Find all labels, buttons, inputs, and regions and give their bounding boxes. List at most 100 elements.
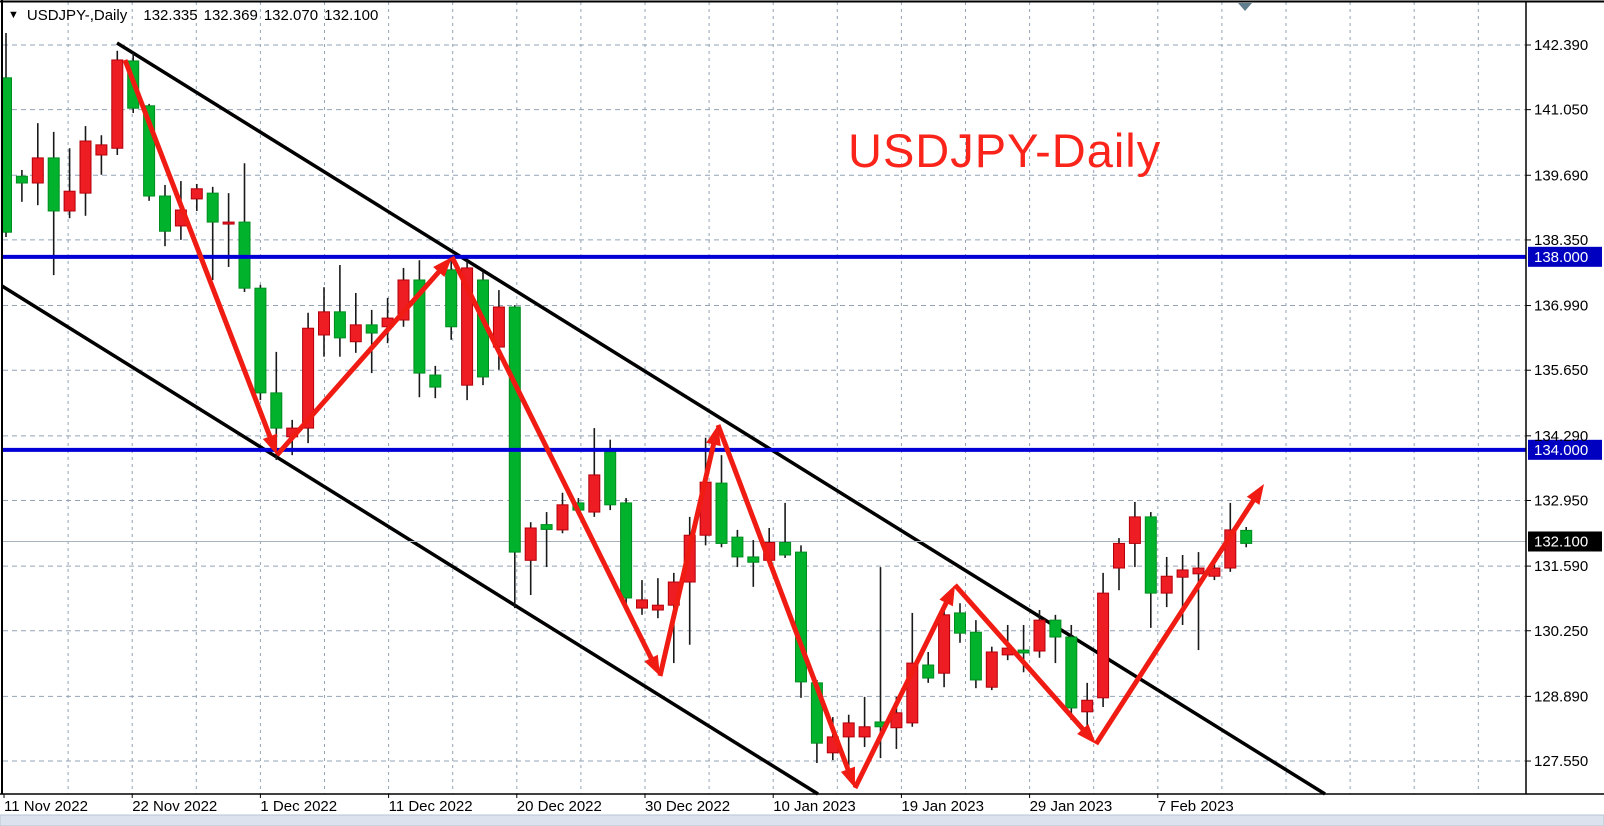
candle [922, 651, 935, 683]
candle [1097, 572, 1110, 707]
candle [954, 603, 966, 643]
channel-trendline[interactable] [116, 41, 1326, 796]
trend-arrow-line[interactable] [1093, 496, 1258, 746]
price-axis-label[interactable]: 134.290 [1534, 428, 1588, 445]
price-tag-label: 134.000 [1534, 442, 1588, 459]
candle [636, 580, 648, 615]
time-axis[interactable]: 11 Nov 2022 22 Nov 2022 1 Dec 2022 11 Dec 2… [3, 794, 1234, 815]
quote-high: 132.369 [203, 7, 258, 24]
symbol-name: USDJPY-,Daily [26, 7, 128, 24]
trend-arrow-head [706, 425, 721, 447]
trend-arrow-head [939, 585, 955, 607]
candle [508, 305, 521, 609]
trend-arrow-line[interactable] [715, 424, 852, 774]
channel-trendline[interactable] [1, 284, 819, 796]
price-tag [1528, 246, 1602, 267]
price-axis-label[interactable]: 141.050 [1534, 102, 1588, 119]
time-axis-label[interactable]: 11 Nov 2022 [4, 798, 88, 815]
candle [365, 309, 378, 374]
time-axis-label[interactable]: 29 Jan 2023 [1030, 798, 1113, 815]
candle [318, 287, 330, 357]
price-axis-label[interactable]: 130.250 [1534, 623, 1588, 640]
trend-arrow-line[interactable] [657, 440, 717, 677]
time-axis-label[interactable]: 7 Feb 2023 [1158, 798, 1234, 815]
time-axis-label[interactable]: 11 Dec 2022 [389, 798, 473, 815]
candle [556, 492, 569, 534]
trend-arrow-line[interactable] [953, 583, 1088, 734]
candle [413, 260, 426, 398]
candle [349, 293, 362, 353]
candle [588, 428, 601, 517]
price-axis-label[interactable]: 127.550 [1534, 753, 1588, 770]
price-axis-label[interactable]: 132.950 [1534, 492, 1588, 509]
candle [938, 610, 951, 688]
price-axis[interactable]: 138.000 134.000 132.100 142.390 141.050 139.6… [1526, 37, 1602, 770]
candle [1113, 538, 1125, 591]
trend-arrow-head [840, 766, 855, 788]
candle [969, 620, 982, 689]
candle [1081, 682, 1094, 728]
price-axis-label[interactable]: 142.390 [1534, 37, 1588, 54]
candle [1065, 624, 1078, 721]
candle [47, 131, 60, 276]
candle [15, 169, 28, 202]
candle [1033, 610, 1046, 658]
price-axis-label[interactable]: 138.350 [1534, 232, 1588, 249]
candle [858, 696, 871, 748]
time-axis-label[interactable]: 19 Jan 2023 [901, 798, 984, 815]
price-axis-label[interactable]: 136.990 [1534, 298, 1588, 315]
candle [1128, 501, 1141, 568]
candle [1160, 556, 1173, 608]
trend-arrow-head [433, 257, 452, 277]
candle [333, 265, 346, 357]
candle [1192, 552, 1205, 651]
trend-arrow-head [1077, 724, 1096, 744]
time-axis-label[interactable]: 22 Nov 2022 [132, 798, 217, 815]
candle [159, 184, 171, 247]
price-tag [1528, 439, 1602, 460]
candle [397, 267, 410, 327]
candle [540, 512, 553, 568]
trend-arrow-line[interactable] [275, 267, 444, 457]
trend-arrow-line[interactable] [852, 598, 951, 790]
price-axis-label[interactable]: 135.650 [1534, 362, 1588, 379]
candle [779, 502, 792, 558]
candle [63, 148, 76, 219]
price-tag-label: 138.000 [1534, 249, 1588, 266]
candle [985, 646, 998, 691]
trend-arrow-head [1246, 484, 1264, 505]
candle [254, 284, 267, 401]
quote-low: 132.070 [263, 7, 319, 24]
candle [111, 50, 124, 156]
time-axis-label[interactable]: 1 Dec 2022 [260, 798, 337, 815]
symbol-header: ▼ USDJPY-,Daily 132.335 132.369 132.070 132.… [8, 7, 378, 24]
bottom-strip [0, 814, 1604, 826]
trend-arrow-line[interactable] [122, 59, 274, 441]
candle [842, 714, 855, 771]
time-axis-label[interactable]: 20 Dec 2022 [517, 798, 602, 815]
candle [795, 545, 807, 698]
price-axis-label[interactable]: 139.690 [1534, 167, 1588, 184]
zigzag-trend-arrows [122, 59, 1264, 790]
candle [3, 32, 12, 238]
time-axis-label[interactable]: 30 Dec 2022 [645, 798, 730, 815]
candle [524, 522, 537, 596]
symbol-dropdown-icon[interactable]: ▼ [8, 9, 19, 21]
trend-arrow-head [262, 433, 277, 455]
trend-arrow-head [644, 654, 660, 676]
candle [222, 193, 235, 267]
price-axis-label[interactable]: 128.890 [1534, 688, 1588, 705]
candle [1049, 614, 1062, 664]
price-axis-label[interactable]: 131.590 [1534, 558, 1588, 575]
trend-arrow-line[interactable] [449, 255, 656, 663]
candle [79, 126, 92, 216]
time-axis-label[interactable]: 10 Jan 2023 [773, 798, 856, 815]
quote-open: 132.335 [143, 7, 198, 24]
candle [651, 578, 664, 619]
candle [715, 455, 728, 548]
quote-close: 132.100 [324, 7, 379, 24]
last-price-tag [1528, 531, 1602, 552]
